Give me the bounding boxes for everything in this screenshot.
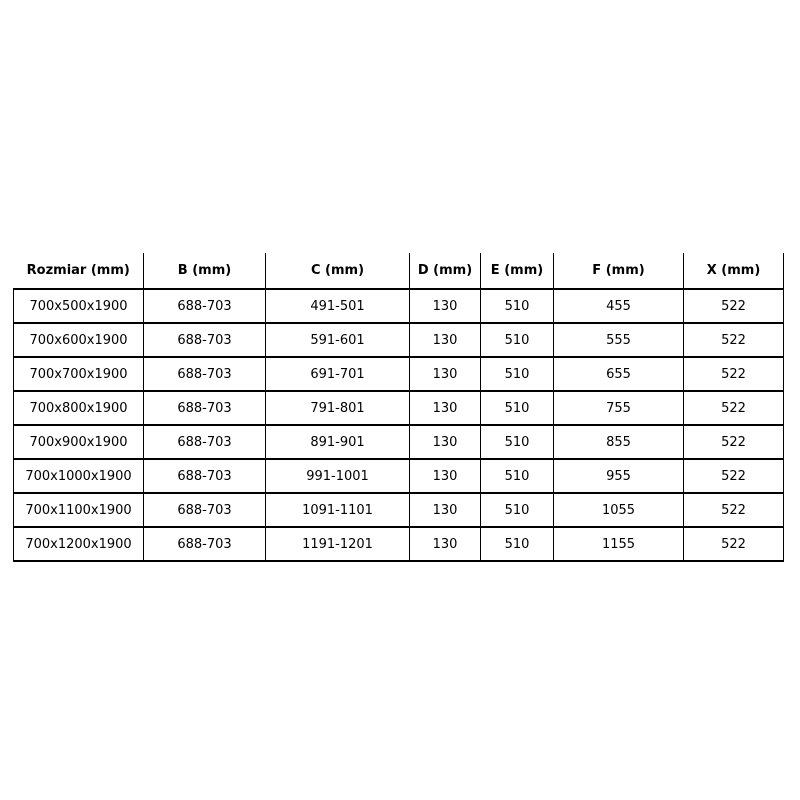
table-cell: 700x1100x1900 [13, 492, 144, 528]
table-cell: 455 [553, 288, 684, 324]
table-cell: 510 [480, 390, 554, 426]
table-header: Rozmiar (mm) B (mm) C (mm) D (mm) E (mm)… [13, 253, 784, 290]
table-cell: 522 [683, 424, 784, 460]
table-cell: 130 [409, 390, 481, 426]
table-cell: 855 [553, 424, 684, 460]
table-row: 700x500x1900 688-703 491-501 130 510 455 522 [13, 288, 784, 324]
table-row: 700x600x1900 688-703 591-601 130 510 555 522 [13, 322, 784, 358]
table-cell: 700x1200x1900 [13, 526, 144, 562]
table-row: 700x1000x1900 688-703 991-1001 130 510 955 522 [13, 458, 784, 494]
column-header-x: X (mm) [683, 253, 784, 290]
table-cell: 891-901 [265, 424, 410, 460]
table-cell: 522 [683, 526, 784, 562]
table-cell: 510 [480, 356, 554, 392]
table-cell: 130 [409, 322, 481, 358]
table-cell: 130 [409, 492, 481, 528]
column-header-rozmiar: Rozmiar (mm) [13, 253, 144, 290]
dimensions-spec-table: Rozmiar (mm) B (mm) C (mm) D (mm) E (mm)… [13, 253, 784, 562]
table-cell: 522 [683, 390, 784, 426]
table-cell: 955 [553, 458, 684, 494]
table-cell: 1091-1101 [265, 492, 410, 528]
table-cell: 791-801 [265, 390, 410, 426]
table-cell: 522 [683, 458, 784, 494]
table-cell: 555 [553, 322, 684, 358]
table-cell: 1155 [553, 526, 684, 562]
table-row: 700x1200x1900 688-703 1191-1201 130 510 1155 5… [13, 526, 784, 562]
table-cell: 700x600x1900 [13, 322, 144, 358]
table-cell: 1055 [553, 492, 684, 528]
table-cell: 688-703 [143, 526, 266, 562]
table-cell: 130 [409, 288, 481, 324]
table-cell: 130 [409, 356, 481, 392]
table-row: 700x800x1900 688-703 791-801 130 510 755 522 [13, 390, 784, 426]
table-row: 700x700x1900 688-703 691-701 130 510 655 522 [13, 356, 784, 392]
table-cell: 510 [480, 526, 554, 562]
column-header-d: D (mm) [409, 253, 481, 290]
table-cell: 691-701 [265, 356, 410, 392]
column-header-f: F (mm) [553, 253, 684, 290]
table-cell: 522 [683, 288, 784, 324]
table-cell: 688-703 [143, 322, 266, 358]
table-cell: 688-703 [143, 492, 266, 528]
table-cell: 510 [480, 322, 554, 358]
table-cell: 510 [480, 458, 554, 494]
table-header-row: Rozmiar (mm) B (mm) C (mm) D (mm) E (mm)… [13, 253, 784, 290]
table-cell: 655 [553, 356, 684, 392]
table-cell: 688-703 [143, 288, 266, 324]
table-cell: 1191-1201 [265, 526, 410, 562]
table-cell: 991-1001 [265, 458, 410, 494]
table-cell: 700x900x1900 [13, 424, 144, 460]
table-cell: 522 [683, 356, 784, 392]
table-cell: 700x800x1900 [13, 390, 144, 426]
column-header-e: E (mm) [480, 253, 554, 290]
table-cell: 688-703 [143, 390, 266, 426]
table-cell: 591-601 [265, 322, 410, 358]
table-cell: 522 [683, 322, 784, 358]
table-body: 700x500x1900 688-703 491-501 130 510 455 522 70… [13, 288, 784, 562]
table-row: 700x1100x1900 688-703 1091-1101 130 510 1055 5… [13, 492, 784, 528]
table-cell: 522 [683, 492, 784, 528]
table-cell: 130 [409, 458, 481, 494]
table-cell: 510 [480, 492, 554, 528]
table-cell: 688-703 [143, 424, 266, 460]
table-cell: 700x500x1900 [13, 288, 144, 324]
table-cell: 510 [480, 424, 554, 460]
table-cell: 130 [409, 526, 481, 562]
table-cell: 700x1000x1900 [13, 458, 144, 494]
table-row: 700x900x1900 688-703 891-901 130 510 855 522 [13, 424, 784, 460]
table-cell: 510 [480, 288, 554, 324]
column-header-b: B (mm) [143, 253, 266, 290]
table-cell: 491-501 [265, 288, 410, 324]
table-cell: 688-703 [143, 356, 266, 392]
table-cell: 688-703 [143, 458, 266, 494]
column-header-c: C (mm) [265, 253, 410, 290]
table-cell: 755 [553, 390, 684, 426]
table-cell: 700x700x1900 [13, 356, 144, 392]
table-cell: 130 [409, 424, 481, 460]
